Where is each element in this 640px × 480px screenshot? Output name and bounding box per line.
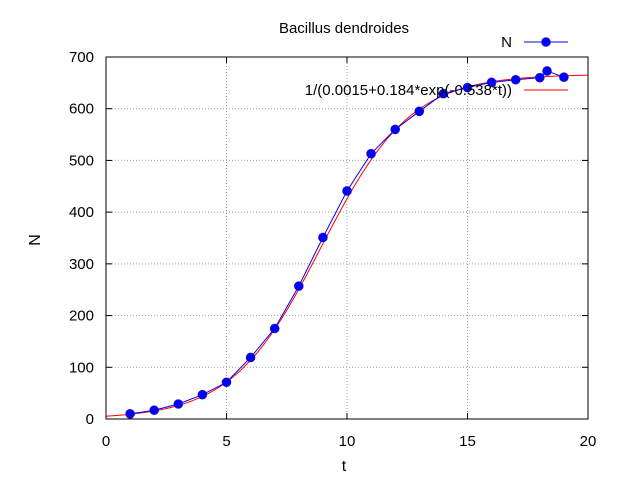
data-point (173, 399, 184, 409)
data-point (293, 281, 304, 291)
legend-label-fit: 1/(0.0015+0.184*exp(-0.538*t)) (305, 82, 512, 99)
y-tick-label: 100 (69, 359, 94, 376)
data-point (318, 232, 328, 243)
x-tick-label: 20 (580, 433, 597, 450)
data-point (245, 352, 256, 363)
data-point (542, 66, 552, 76)
chart-title: Bacillus dendroides (279, 20, 409, 37)
data-point (534, 72, 545, 83)
data-point (510, 74, 521, 85)
data-point (486, 77, 497, 88)
grid (106, 57, 588, 419)
x-tick-label: 10 (339, 433, 356, 450)
data-point (125, 409, 135, 419)
data-point (269, 323, 280, 334)
y-tick-label: 300 (69, 256, 94, 273)
data-point (197, 389, 208, 400)
x-tick-label: 5 (222, 433, 230, 450)
data-point (390, 124, 401, 135)
x-axis-label: t (342, 458, 347, 475)
data-point (366, 148, 376, 159)
legend-label-N: N (501, 34, 512, 51)
data-point (438, 88, 449, 99)
data-point (342, 186, 352, 196)
y-tick-label: 400 (69, 204, 94, 221)
data-point (414, 106, 425, 117)
x-tick-label: 15 (459, 433, 476, 450)
data-point (559, 72, 569, 82)
legend-marker-N (541, 37, 551, 47)
y-tick-label: 600 (69, 101, 94, 118)
fit-curve-line (105, 74, 589, 417)
data-point (149, 405, 159, 416)
y-tick-label: 200 (69, 308, 94, 325)
x-tick-label: 0 (102, 433, 110, 450)
y-tick-label: 0 (86, 411, 94, 428)
data-point (221, 377, 232, 388)
series-layer (105, 66, 589, 419)
legend: N 1/(0.0015+0.184*exp(-0.538*t)) (305, 34, 568, 99)
y-axis-label: N (27, 234, 44, 246)
plot-frame (105, 56, 589, 420)
y-tick-label: 700 (69, 49, 94, 66)
y-tick-label: 500 (69, 152, 94, 169)
data-point (462, 82, 473, 93)
